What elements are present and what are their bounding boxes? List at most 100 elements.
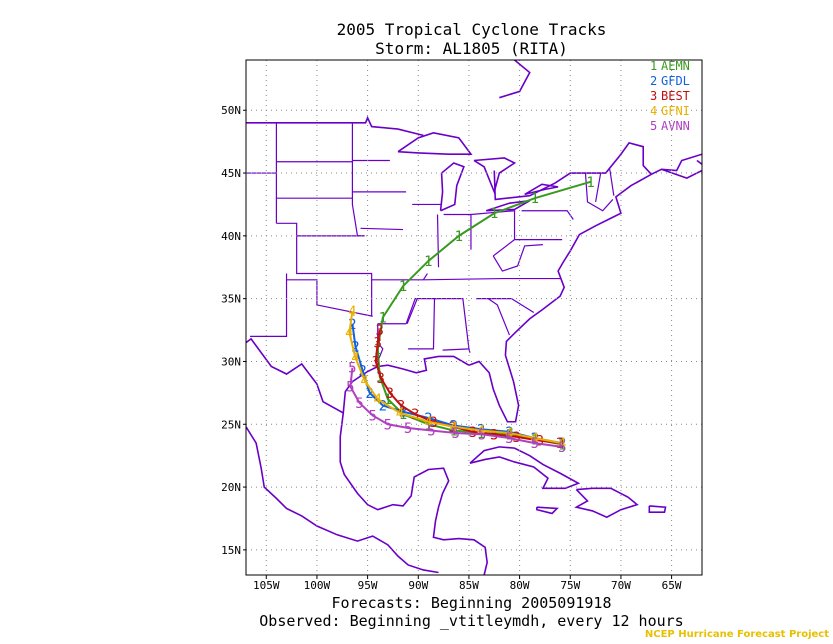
coastline <box>246 115 424 137</box>
track-line <box>348 311 563 445</box>
legend-number: 2 <box>650 74 657 88</box>
legend: 1 AEMN 2 GFDL 3 BEST 4 GFNI 5 AVNN <box>650 59 690 133</box>
track-marker: 3 <box>469 425 477 441</box>
track-marker: 1 <box>586 175 594 191</box>
track-marker: 5 <box>452 426 460 442</box>
state-border <box>423 277 562 281</box>
state-border <box>276 222 365 237</box>
coastline <box>246 153 702 423</box>
track-marker: 4 <box>345 326 353 342</box>
lon-tick-label: 70W <box>611 579 631 592</box>
track-marker: 1 <box>399 407 407 423</box>
state-border <box>406 298 418 325</box>
track-marker: 4 <box>360 373 368 389</box>
track-marker: 2 <box>348 317 356 333</box>
track-marker: 4 <box>477 424 485 440</box>
track-marker: 1 <box>558 437 566 453</box>
lon-tick-label: 75W <box>560 579 580 592</box>
track-marker: 5 <box>346 380 354 396</box>
track-marker: 2 <box>399 405 407 421</box>
track-marker: 3 <box>411 407 419 423</box>
track-marker: 3 <box>512 430 520 446</box>
track-marker: 3 <box>556 436 564 452</box>
track-marker: 5 <box>427 424 435 440</box>
track-marker: 3 <box>376 323 384 339</box>
track-marker: 1 <box>455 229 463 245</box>
lat-tick-label: 15N <box>221 544 241 557</box>
track-marker: 5 <box>368 408 376 424</box>
track-lines: 1111111111111111122222222222233333333333… <box>345 175 595 456</box>
track-marker: 4 <box>558 436 566 452</box>
track-marker: 3 <box>449 420 457 436</box>
track-marker: 1 <box>531 191 539 207</box>
lat-tick-label: 45N <box>221 167 241 180</box>
track-marker: 3 <box>374 336 382 352</box>
state-border <box>595 172 602 203</box>
track-marker: 5 <box>478 427 486 443</box>
coastline <box>493 141 652 201</box>
lat-tick-label: 25N <box>221 418 241 431</box>
track-marker: 5 <box>558 440 566 456</box>
lon-tick-label: 85W <box>459 579 479 592</box>
track-marker: 5 <box>348 361 356 377</box>
lon-tick-label: 100W <box>304 579 331 592</box>
track-marker: 4 <box>424 415 432 431</box>
track-marker: 1 <box>399 279 407 295</box>
lon-tick-label: 95W <box>358 579 378 592</box>
track-line <box>349 367 563 448</box>
grid-lines <box>246 60 702 575</box>
track-marker: 5 <box>505 431 513 447</box>
state-border <box>360 227 404 231</box>
state-border <box>286 279 373 317</box>
track-marker: 4 <box>505 426 513 442</box>
track-marker: 4 <box>351 351 359 367</box>
state-border <box>468 348 471 353</box>
coastline <box>439 162 465 212</box>
coastline <box>339 412 488 575</box>
track-marker: 2 <box>351 339 359 355</box>
lat-tick-label: 20N <box>221 481 241 494</box>
legend-number: 4 <box>650 104 657 118</box>
coastline <box>246 426 439 574</box>
track-marker: 4 <box>450 420 458 436</box>
state-border <box>521 210 574 220</box>
state-border <box>377 323 384 362</box>
coastline <box>536 506 559 515</box>
legend-label: GFDL <box>661 74 690 88</box>
track-marker: 1 <box>490 206 498 222</box>
track-marker: 3 <box>386 386 394 402</box>
track-marker: 1 <box>379 311 387 327</box>
track-marker: 3 <box>536 434 544 450</box>
track-marker: 3 <box>371 354 379 370</box>
coastline <box>574 487 639 519</box>
legend-number: 3 <box>650 89 657 103</box>
axis-labels: 105W 100W 95W 90W 85W 80W 75W 70W 65W50N45N40N35… <box>221 104 682 592</box>
track-marker: 5 <box>384 417 392 433</box>
legend-label: GFNI <box>661 104 690 118</box>
track-marker: 2 <box>379 398 387 414</box>
lat-tick-label: 35N <box>221 293 241 306</box>
track-marker: 3 <box>377 371 385 387</box>
lat-tick-label: 50N <box>221 104 241 117</box>
track-marker: 4 <box>396 406 404 422</box>
lat-tick-label: 40N <box>221 230 241 243</box>
legend-number: 1 <box>650 59 657 73</box>
state-border <box>470 210 516 257</box>
track-marker: 4 <box>348 304 356 320</box>
legend-number: 5 <box>650 119 657 133</box>
legend-label: BEST <box>661 89 690 103</box>
state-border <box>492 244 543 272</box>
plot-frame <box>245 59 703 576</box>
state-border <box>584 173 614 212</box>
coastline <box>469 446 581 490</box>
state-border <box>408 298 470 351</box>
state-border <box>609 169 615 196</box>
track-marker: 1 <box>424 254 432 270</box>
track-marker: 1 <box>424 417 432 433</box>
state-border <box>436 214 440 268</box>
lat-tick-label: 30N <box>221 355 241 368</box>
credit-text: NCEP Hurricane Forecast Project <box>644 629 829 640</box>
coastline <box>648 505 667 513</box>
